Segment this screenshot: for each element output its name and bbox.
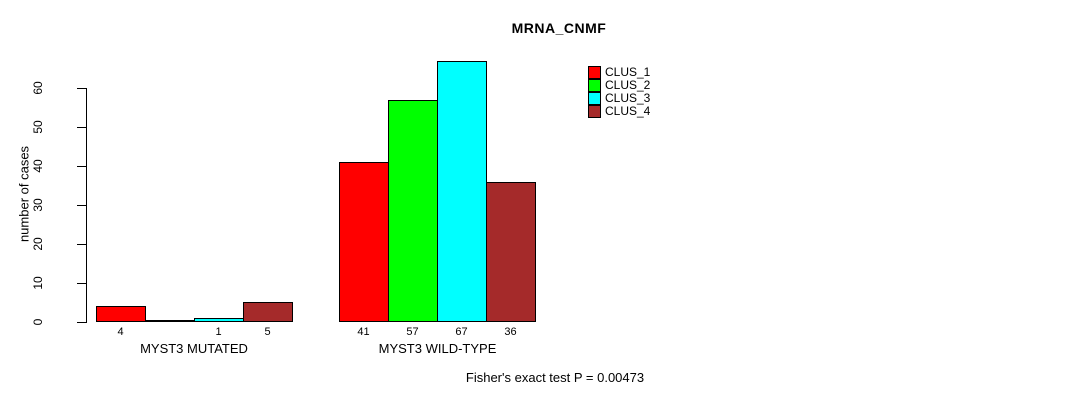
legend-swatch-clus_2 (588, 79, 601, 92)
bar-clus_2-group1-zero (145, 320, 195, 322)
bar-clus_4-group1 (243, 302, 293, 322)
y-tick-label: 40 (31, 159, 45, 173)
legend-item-clus_2: CLUS_2 (588, 79, 650, 92)
legend-label-clus_1: CLUS_1 (605, 65, 651, 79)
y-tick-label: 0 (31, 318, 45, 326)
bar-value-label-clus_2-group2: 57 (406, 326, 419, 338)
y-tick-mark (77, 322, 86, 323)
y-tick-label: 60 (31, 81, 45, 95)
y-tick-mark (77, 166, 86, 167)
y-tick-label: 50 (31, 120, 45, 134)
legend-swatch-clus_4 (588, 105, 601, 118)
bar-clus_3-group2 (437, 61, 487, 322)
chart-title: MRNA_CNMF (511, 20, 607, 36)
y-axis-line (86, 88, 87, 323)
bar-clus_1-group2 (339, 162, 389, 322)
y-tick-mark (77, 205, 86, 206)
bar-value-label-clus_3-group2: 67 (455, 326, 468, 338)
x-group-label-mutated: MYST3 MUTATED (140, 341, 248, 356)
bar-value-label-clus_3-group1: 1 (215, 326, 222, 338)
bar-value-label-clus_4-group1: 5 (264, 326, 271, 338)
legend-swatch-clus_1 (588, 66, 601, 79)
bar-value-label-clus_4-group2: 36 (504, 326, 517, 338)
legend-label-clus_3: CLUS_3 (605, 91, 651, 105)
bar-clus_3-group1 (194, 318, 244, 322)
y-tick-label: 20 (31, 237, 45, 251)
legend-label-clus_2: CLUS_2 (605, 78, 651, 92)
y-tick-label: 30 (31, 198, 45, 212)
x-group-label-wildtype: MYST3 WILD-TYPE (378, 341, 497, 356)
bar-clus_4-group2 (486, 182, 536, 322)
bar-value-label-clus_1-group2: 41 (357, 326, 370, 338)
legend-item-clus_4: CLUS_4 (588, 105, 650, 118)
y-axis-title: number of cases (16, 145, 32, 243)
legend-swatch-clus_3 (588, 92, 601, 105)
fisher-test-caption: Fisher's exact test P = 0.00473 (465, 370, 645, 385)
legend: CLUS_1 CLUS_2 CLUS_3 CLUS_4 (588, 66, 650, 118)
y-tick-mark (77, 88, 86, 89)
y-tick-mark (77, 127, 86, 128)
legend-label-clus_4: CLUS_4 (605, 104, 651, 118)
bar-clus_1-group1 (96, 306, 146, 322)
legend-item-clus_3: CLUS_3 (588, 92, 650, 105)
y-tick-mark (77, 244, 86, 245)
y-tick-label: 10 (31, 276, 45, 290)
legend-item-clus_1: CLUS_1 (588, 66, 650, 79)
y-tick-mark (77, 283, 86, 284)
bar-clus_2-group2 (388, 100, 438, 322)
bar-value-label-clus_1-group1: 4 (117, 326, 124, 338)
